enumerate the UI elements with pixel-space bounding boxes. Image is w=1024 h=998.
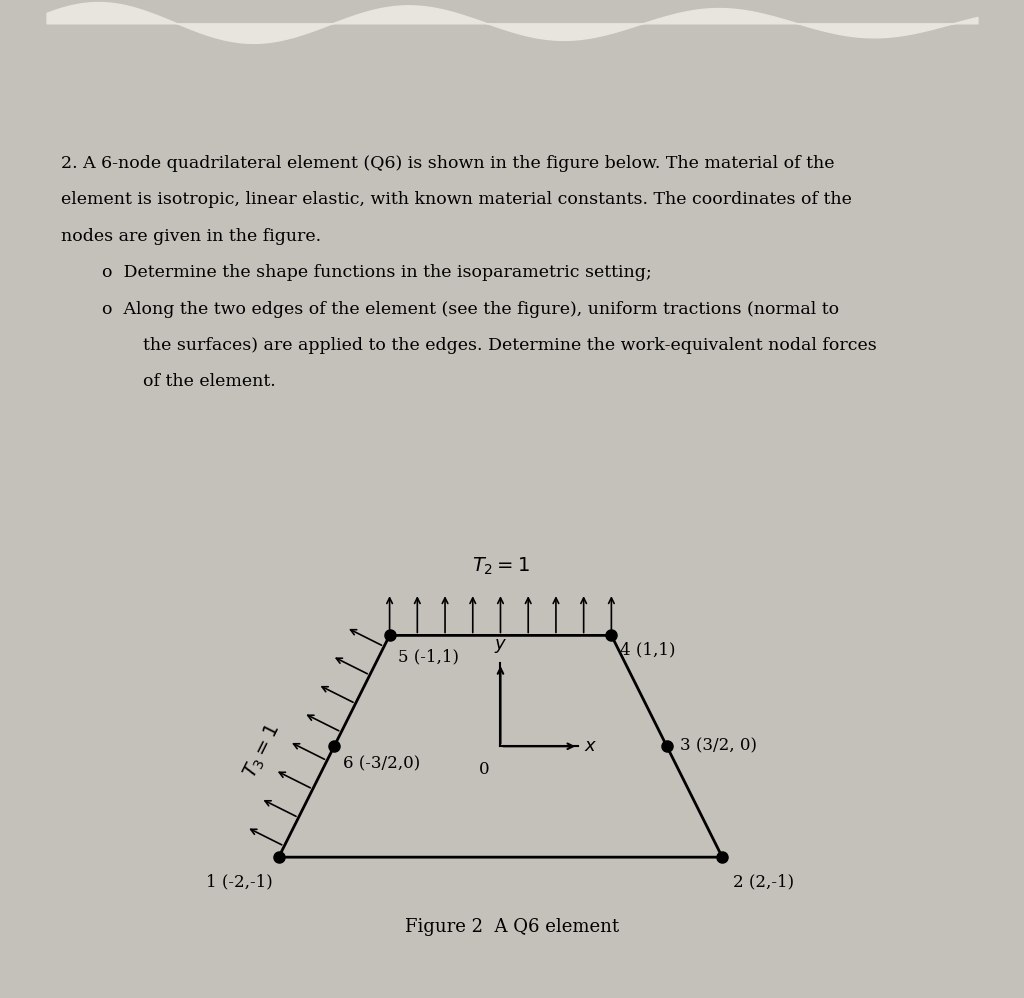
Text: 3 (3/2, 0): 3 (3/2, 0) [680, 738, 757, 754]
Text: $T_3 = 1$: $T_3 = 1$ [241, 721, 285, 781]
Text: 4 (1,1): 4 (1,1) [621, 641, 676, 658]
Text: 2 (2,-1): 2 (2,-1) [733, 874, 795, 891]
Text: Figure 2  A Q6 element: Figure 2 A Q6 element [404, 918, 620, 936]
Text: 1 (-2,-1): 1 (-2,-1) [207, 874, 273, 891]
Text: $x$: $x$ [584, 738, 597, 755]
Text: element is isotropic, linear elastic, with known material constants. The coordin: element is isotropic, linear elastic, wi… [61, 192, 852, 209]
Text: o  Along the two edges of the element (see the figure), uniform tractions (norma: o Along the two edges of the element (se… [102, 300, 840, 317]
Text: $T_2 = 1$: $T_2 = 1$ [472, 555, 529, 577]
Text: nodes are given in the figure.: nodes are given in the figure. [61, 228, 322, 245]
Text: 5 (-1,1): 5 (-1,1) [398, 649, 460, 666]
Text: 2. A 6-node quadrilateral element (Q6) is shown in the figure below. The materia: 2. A 6-node quadrilateral element (Q6) i… [61, 155, 835, 172]
Text: $y$: $y$ [494, 638, 507, 656]
Text: 0: 0 [479, 760, 489, 777]
Text: the surfaces) are applied to the edges. Determine the work-equivalent nodal forc: the surfaces) are applied to the edges. … [143, 337, 878, 354]
Text: 6 (-3/2,0): 6 (-3/2,0) [343, 755, 420, 772]
Text: of the element.: of the element. [143, 373, 276, 390]
Text: o  Determine the shape functions in the isoparametric setting;: o Determine the shape functions in the i… [102, 264, 652, 281]
